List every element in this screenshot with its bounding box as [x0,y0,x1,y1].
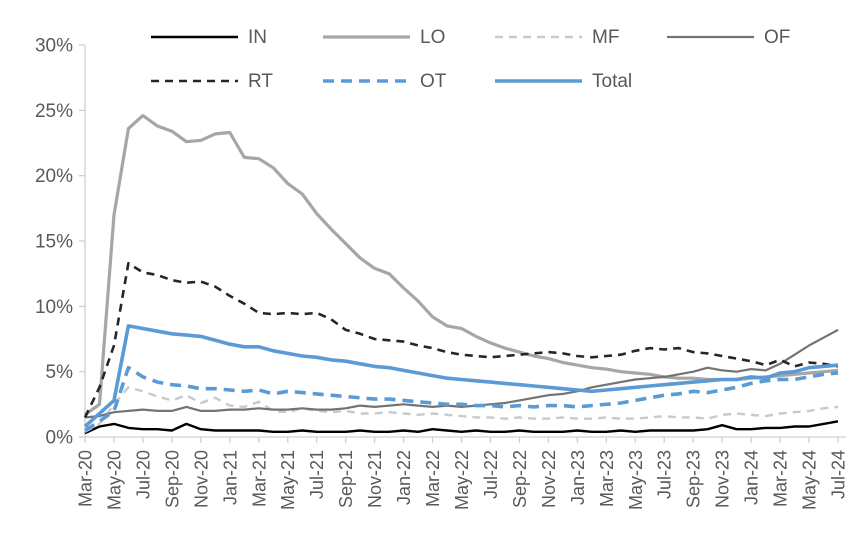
x-axis-tick-label: Jan-21 [220,450,240,505]
ot-line-swatch [322,77,411,85]
legend-label-in: IN [248,26,267,48]
y-axis-tick-label: 0% [46,428,74,449]
x-axis-tick-label: Nov-20 [191,450,211,508]
of-swatch-line [667,35,754,39]
total-swatch-line [495,79,582,83]
mf-series-line [84,386,839,433]
lo-line-swatch [322,33,411,41]
rt-series-line [83,261,839,418]
x-axis-tick-label: Mar-21 [249,450,269,507]
y-axis-tick-label: 20% [35,166,73,187]
in-swatch-line [151,35,238,39]
of-line-swatch [666,33,755,41]
x-axis-tick-label: Jan-23 [568,450,588,505]
legend-item-total: Total [494,68,666,94]
mf-swatch-line [495,35,582,39]
x-axis-tick-label: Sep-23 [684,450,704,508]
total-line-swatch [494,77,583,85]
legend-row-2: RT OT Total [150,68,838,94]
x-axis-tick-label: Mar-24 [771,450,791,507]
mf-line-swatch [494,33,583,41]
in-series-line [84,420,839,435]
rt-line-swatch [150,77,239,85]
legend-item-of: OF [666,24,838,50]
x-axis-tick-label: Mar-20 [76,450,96,507]
of-series-line [84,328,839,419]
legend-label-ot: OT [420,70,447,92]
total-series-line [83,324,839,428]
legend-row-1: IN LO MF OF [150,24,838,50]
legend-label-total: Total [592,70,633,92]
legend-item-rt: RT [150,68,322,94]
x-axis-tick-label: Jul-21 [307,450,327,499]
x-axis-tick-label: Mar-22 [423,450,443,507]
legend-label-mf: MF [592,26,620,48]
x-axis-tick-label: May-23 [626,450,646,510]
x-axis-tick-label: Jul-20 [133,450,153,499]
y-axis-tick-label: 25% [35,101,73,122]
legend-item-ot: OT [322,68,494,94]
ot-swatch-line [323,79,410,83]
legend-label-of: OF [764,26,791,48]
lo-swatch-line [323,35,410,39]
x-axis-tick-label: May-24 [800,450,820,510]
legend-label-rt: RT [248,70,273,92]
y-axis-tick-label: 15% [35,232,73,253]
y-axis-tick-label: 30% [35,36,73,57]
x-axis-tick-label: Nov-23 [713,450,733,508]
y-axis-tick-label: 10% [35,297,73,318]
x-axis-tick-label: Jan-24 [742,450,762,505]
x-axis-tick-label: May-20 [104,450,124,510]
x-axis-tick-label: May-22 [452,450,472,510]
in-line-swatch [150,33,239,41]
x-axis-tick-label: Jul-24 [829,450,849,499]
ot-series-line [84,365,839,433]
x-axis-tick-label: Sep-20 [162,450,182,508]
legend-item-mf: MF [494,24,666,50]
x-axis-tick-label: Nov-21 [365,450,385,508]
chart-legend: IN LO MF OF RT OT [150,24,838,94]
x-axis-tick-label: Mar-23 [597,450,617,507]
x-axis-tick-label: Jan-22 [394,450,414,505]
rt-swatch-line [151,79,238,83]
legend-item-in: IN [150,24,322,50]
legend-item-lo: LO [322,24,494,50]
x-axis-tick-label: May-21 [278,450,298,510]
x-axis-tick-label: Nov-22 [539,450,559,508]
legend-label-lo: LO [420,26,446,48]
x-axis-tick-label: Jul-23 [655,450,675,499]
y-axis-tick-label: 5% [46,362,74,383]
x-axis-tick-label: Sep-22 [510,450,530,508]
x-axis-tick-label: Sep-21 [336,450,356,508]
x-axis-tick-label: Jul-22 [481,450,501,499]
